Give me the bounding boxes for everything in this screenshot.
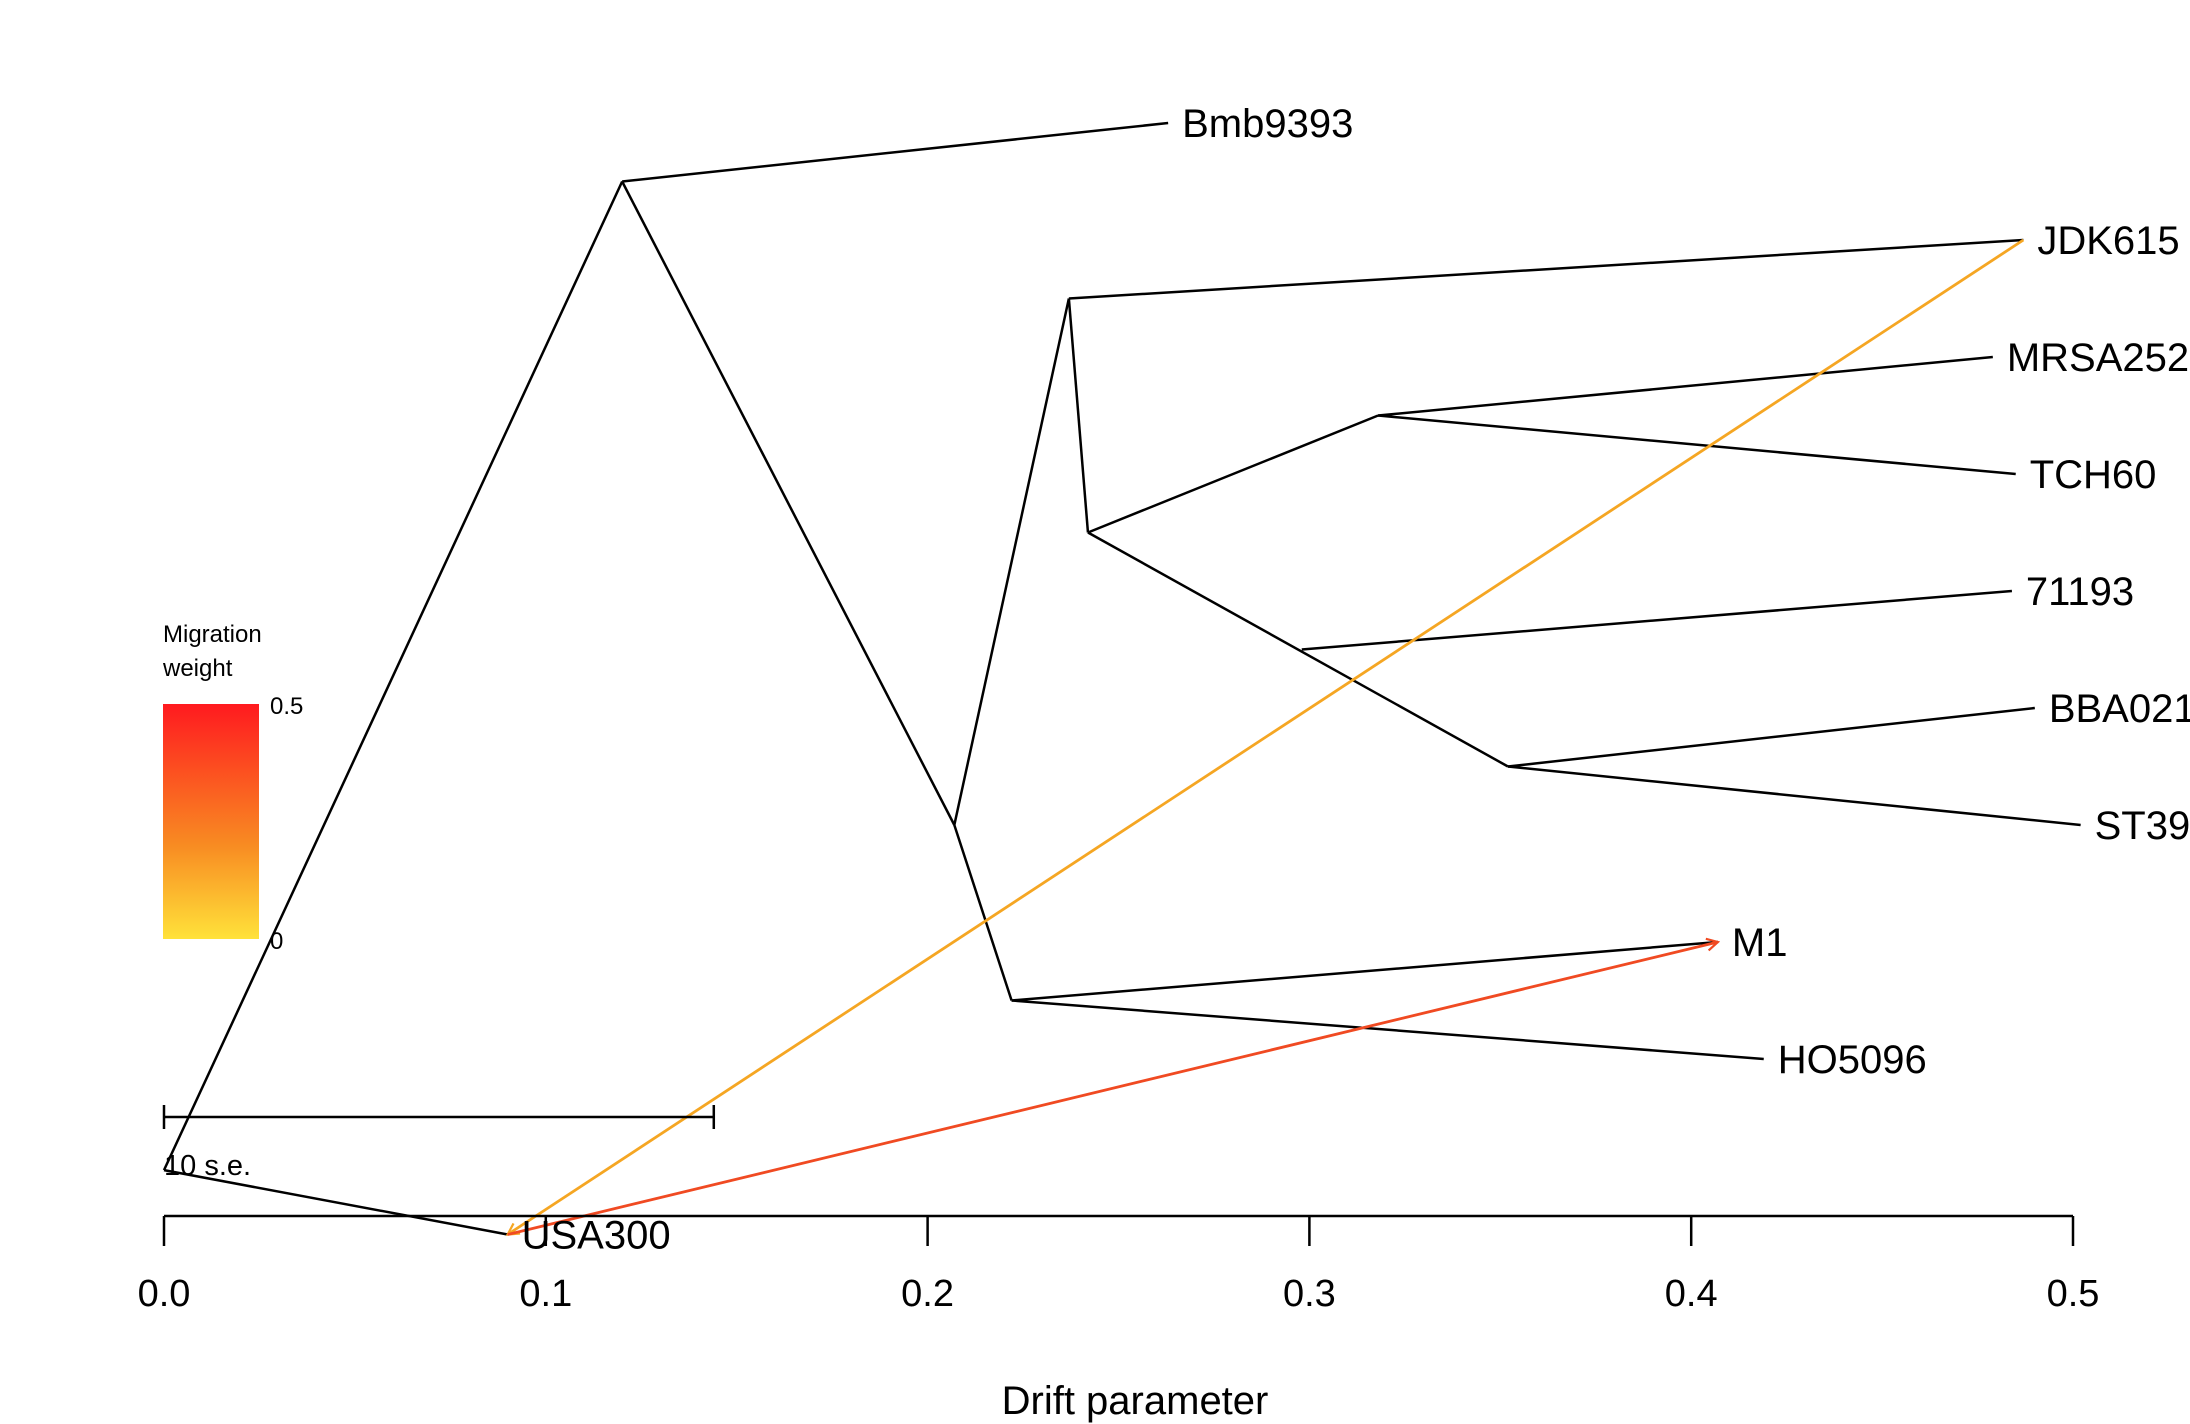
migration-weight-legend: Migration weight 0.5 0	[162, 621, 303, 955]
tip-label-M1: M1	[1732, 921, 1788, 965]
branch-n_a-n_b	[621, 180, 956, 826]
branch-n_e-TCH60	[1378, 414, 2016, 476]
legend-max-label: 0.5	[270, 693, 303, 720]
x-tick-label-3: 0.3	[1283, 1273, 1336, 1315]
x-tick-label-5: 0.5	[2047, 1273, 2100, 1315]
tip-label-MRSA252: MRSA252	[2007, 336, 2189, 380]
branch-n_g-ST39	[1507, 765, 2081, 827]
branch-n_c-n_d	[1067, 298, 1090, 533]
x-tick-label-2: 0.2	[901, 1273, 954, 1315]
x-tick-label-1: 0.1	[519, 1273, 572, 1315]
migration-arrow-USA300-to-M1	[507, 942, 1718, 1236]
x-tick-label-0: 0.0	[138, 1273, 191, 1315]
migration-arrow-JDK615-to-USA300	[508, 238, 2025, 1235]
legend-color-gradient	[163, 704, 259, 939]
tip-label-BBA021: BBA021	[2049, 687, 2190, 731]
tip-label-ST39: ST39	[2095, 804, 2190, 848]
x-axis-title: Drift parameter	[1002, 1379, 1269, 1423]
legend-title-line-2: weight	[162, 655, 233, 682]
migration-arrows	[507, 238, 2025, 1236]
branch-root-n_a	[162, 180, 624, 1171]
tip-label-HO5096: HO5096	[1778, 1038, 1927, 1082]
branch-n_a-Bmb9393	[622, 121, 1169, 183]
branch-n_c-JDK615	[1068, 238, 2024, 300]
branch-n_b-n_c	[953, 298, 1071, 826]
branch-n_b-n_h	[953, 824, 1013, 1001]
legend-title-line-1: Migration	[163, 621, 262, 648]
tree-branches	[162, 121, 2081, 1236]
tip-label-USA300: USA300	[522, 1214, 671, 1258]
scale-bar-label: 10 s.e.	[164, 1150, 251, 1182]
tip-labels: USA300 Bmb9393 JDK615 MRSA252 TCH60 71193 BBA0…	[522, 102, 2190, 1258]
branch-n_d-n_g	[1087, 531, 1509, 768]
branch-n_g-BBA021	[1507, 706, 2035, 768]
branch-root-USA300	[163, 1168, 508, 1236]
tip-label-JDK615: JDK615	[2037, 219, 2179, 263]
branch-n_f-71193	[1301, 589, 2013, 651]
legend-min-label: 0	[270, 928, 283, 955]
tip-label-71193: 71193	[2026, 570, 2134, 614]
tip-label-Bmb9393: Bmb9393	[1182, 102, 1353, 146]
tip-label-TCH60: TCH60	[2030, 453, 2157, 497]
branch-n_h-HO5096	[1011, 999, 1764, 1061]
scale-bar: 10 s.e.	[162, 1105, 716, 1182]
x-tick-label-4: 0.4	[1665, 1273, 1718, 1315]
branch-n_h-M1	[1011, 940, 1719, 1002]
x-axis: 0.0 0.1 0.2 0.3 0.4 0.5	[138, 1214, 2100, 1315]
branch-n_e-MRSA252	[1378, 355, 1993, 417]
branch-n_d-n_e	[1087, 414, 1379, 534]
